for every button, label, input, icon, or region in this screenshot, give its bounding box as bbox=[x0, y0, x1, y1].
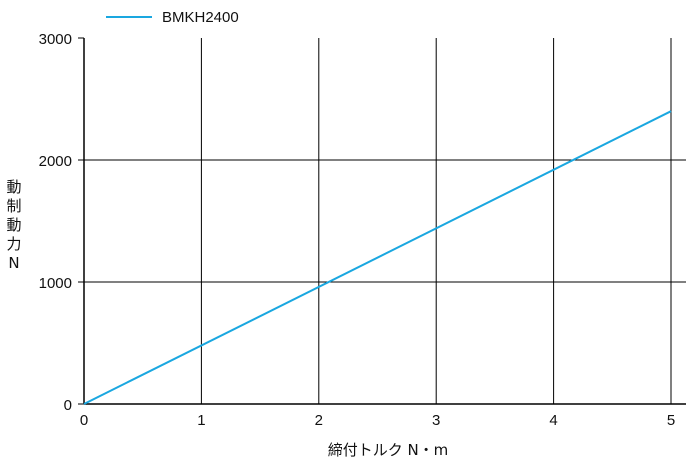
y-tick-label-0: 0 bbox=[64, 397, 72, 414]
legend-label: BMKH2400 bbox=[162, 9, 239, 26]
y-tick-label-3: 3000 bbox=[39, 31, 72, 48]
x-axis-label: 締付トルク N・m bbox=[328, 441, 449, 459]
legend: BMKH2400 bbox=[106, 9, 239, 26]
x-tick-labels: 0 1 2 3 4 5 bbox=[80, 412, 675, 429]
y-tick-label-1: 1000 bbox=[39, 275, 72, 292]
x-tick-label-2: 2 bbox=[315, 412, 323, 429]
grid bbox=[78, 37, 686, 405]
x-tick-label-0: 0 bbox=[80, 412, 88, 429]
y-tick-label-2: 2000 bbox=[39, 153, 72, 170]
x-tick-label-5: 5 bbox=[667, 412, 675, 429]
x-tick-label-1: 1 bbox=[197, 412, 205, 429]
series-line-0 bbox=[83, 110, 672, 405]
y-axis-label-text: 動制動力 N bbox=[6, 178, 21, 272]
y-axis-label: 動制動力 N bbox=[6, 178, 21, 272]
series-group bbox=[83, 110, 672, 405]
axes bbox=[83, 38, 686, 405]
x-tick-label-4: 4 bbox=[549, 412, 557, 429]
x-tick-label-3: 3 bbox=[432, 412, 440, 429]
y-tick-labels: 0 1000 2000 3000 bbox=[39, 31, 72, 414]
